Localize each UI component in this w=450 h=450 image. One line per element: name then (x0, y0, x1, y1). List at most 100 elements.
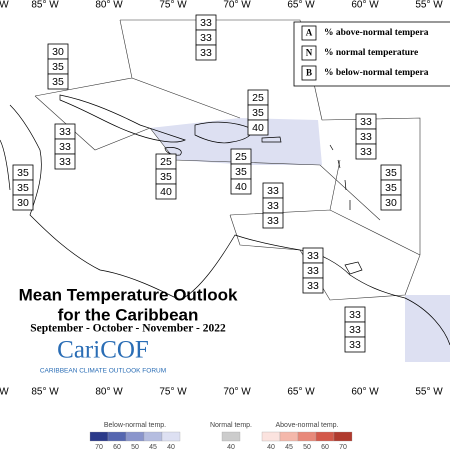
longitude-label: 55° W (415, 0, 443, 11)
probability-value: 30 (52, 46, 64, 58)
longitude-label: 60° W (351, 387, 379, 398)
probability-value: 33 (267, 215, 279, 227)
legend-tick-label: 40 (227, 444, 235, 450)
probability-cell (54, 153, 76, 170)
longitude-label: W (0, 0, 9, 11)
probability-value: 33 (349, 324, 361, 336)
legend-swatch (107, 431, 127, 442)
probability-value: 33 (59, 126, 71, 138)
probability-value: 33 (59, 156, 71, 168)
title-line: for the Caribbean (58, 305, 199, 324)
probability-cell (344, 336, 366, 353)
legend-label: Above-normal temp. (275, 422, 338, 429)
probability-cell (262, 212, 284, 229)
longitude-label: 85° W (31, 0, 59, 11)
legend-swatch (297, 431, 317, 442)
longitude-label: 70° W (223, 387, 251, 398)
legend-swatch (161, 431, 181, 442)
legend-label: Normal temp. (210, 422, 252, 429)
legend-tick-label: 45 (285, 444, 293, 450)
key-text: % normal temperature (324, 48, 418, 58)
probability-value: 25 (252, 92, 264, 104)
probability-value: 33 (307, 250, 319, 262)
legend-label: Below-normal temp. (104, 422, 166, 429)
probability-cell (230, 178, 252, 195)
title-line: Mean Temperature Outlook (19, 285, 238, 304)
longitude-label: 85° W (31, 387, 59, 398)
probability-value: 33 (349, 339, 361, 351)
key-letter: A (306, 28, 313, 38)
legend-swatch (143, 431, 163, 442)
probability-value: 40 (235, 181, 247, 193)
probability-value: 33 (267, 200, 279, 212)
longitude-label: 65° W (287, 387, 315, 398)
legend-tick-label: 40 (267, 444, 275, 450)
logo-name: CariCOF (57, 337, 149, 364)
probability-value: 35 (17, 167, 29, 179)
legend-tick-label: 60 (113, 444, 121, 450)
legend-swatch (333, 431, 353, 442)
legend-swatch (221, 431, 241, 442)
probability-value: 33 (200, 32, 212, 44)
legend-swatch (89, 431, 109, 442)
probability-value: 35 (17, 182, 29, 194)
legend-tick-label: 40 (167, 444, 175, 450)
probability-cell (380, 194, 402, 211)
probability-value: 33 (267, 185, 279, 197)
logo-tagline: CARIBBEAN CLIMATE OUTLOOK FORUM (40, 368, 166, 375)
legend-swatch (261, 431, 281, 442)
key-box (293, 21, 450, 87)
probability-value: 35 (235, 166, 247, 178)
probability-cell (195, 44, 217, 61)
probability-value: 33 (360, 146, 372, 158)
probability-cell (155, 183, 177, 200)
key-letter-box (301, 45, 317, 61)
probability-value: 40 (252, 122, 264, 134)
probability-value: 33 (200, 47, 212, 59)
key-text: % above-normal tempera (324, 28, 429, 38)
longitude-label: 70° W (223, 0, 251, 11)
legend-tick-label: 60 (321, 444, 329, 450)
key-letter-box (301, 65, 317, 81)
probability-value: 33 (360, 116, 372, 128)
probability-value: 35 (52, 76, 64, 88)
key-letter-box (301, 25, 317, 41)
longitude-label: W (0, 387, 9, 398)
longitude-label: 80° W (95, 0, 123, 11)
probability-value: 33 (59, 141, 71, 153)
shaded-region (405, 295, 450, 362)
probability-value: 35 (385, 182, 397, 194)
probability-cell (12, 194, 34, 211)
longitude-label: 80° W (95, 387, 123, 398)
legend-tick-label: 70 (339, 444, 347, 450)
probability-cell (247, 119, 269, 136)
legend-tick-label: 70 (95, 444, 103, 450)
legend-tick-label: 50 (131, 444, 139, 450)
probability-value: 35 (252, 107, 264, 119)
probability-value: 30 (385, 197, 397, 209)
probability-value: 35 (160, 171, 172, 183)
probability-value: 33 (200, 17, 212, 29)
legend-tick-label: 45 (149, 444, 157, 450)
key-letter: N (306, 48, 313, 58)
key-text: % below-normal tempera (324, 68, 429, 78)
probability-value: 33 (349, 309, 361, 321)
probability-cell (355, 143, 377, 160)
probability-cell (47, 73, 69, 90)
probability-value: 33 (360, 131, 372, 143)
longitude-label: 60° W (351, 0, 379, 11)
period: September - October - November - 2022 (30, 323, 226, 335)
probability-value: 35 (385, 167, 397, 179)
key: A % above-normal tempera N % normal tempera… (301, 25, 429, 81)
key-letter: B (306, 68, 312, 78)
probability-value: 25 (160, 156, 172, 168)
probability-value: 40 (160, 186, 172, 198)
probability-value: 25 (235, 151, 247, 163)
probability-value: 30 (17, 197, 29, 209)
legend-swatch (279, 431, 299, 442)
probability-value: 33 (307, 265, 319, 277)
legend-swatch (315, 431, 335, 442)
probability-value: 33 (307, 280, 319, 292)
longitude-label: 55° W (415, 387, 443, 398)
